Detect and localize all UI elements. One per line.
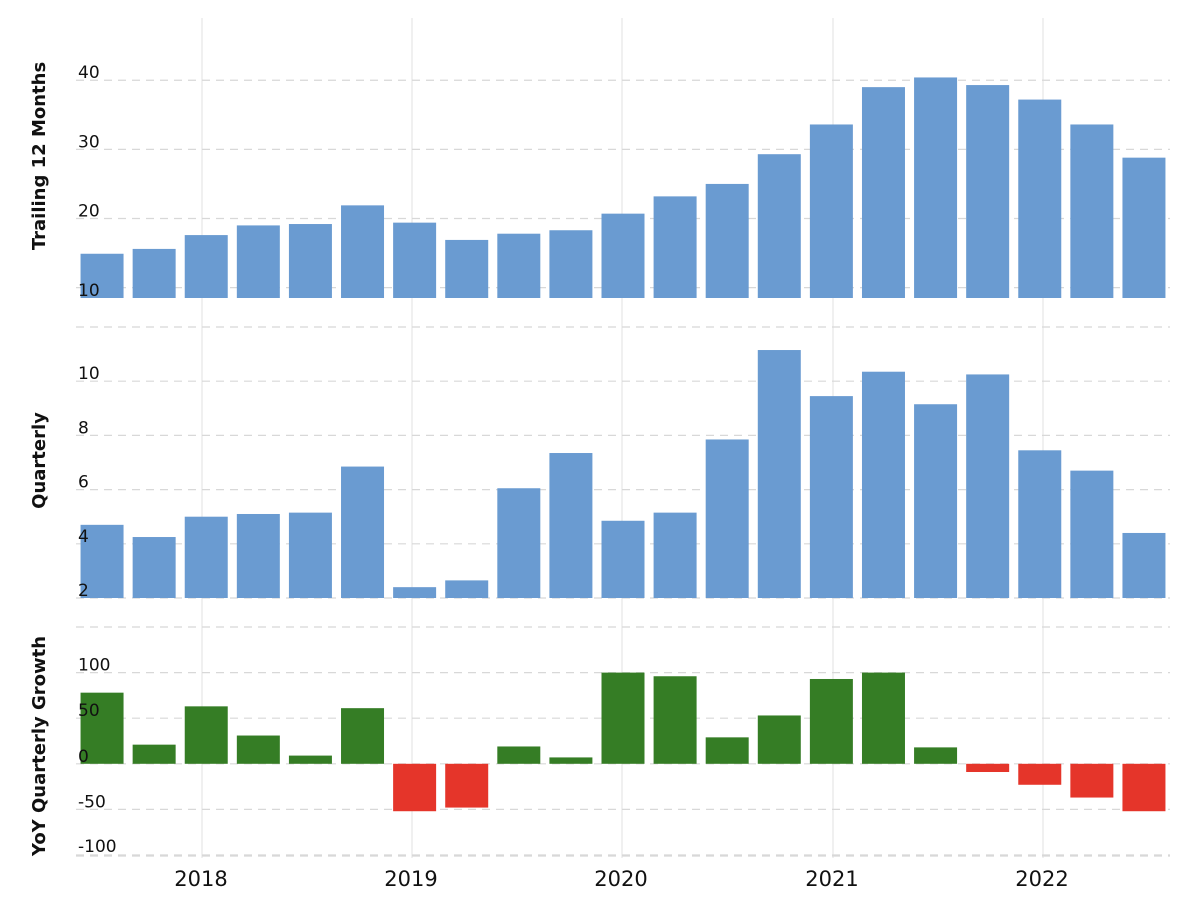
- bar: [445, 580, 489, 598]
- bar: [445, 763, 489, 808]
- bar: [393, 763, 437, 812]
- bar: [393, 222, 437, 298]
- bar: [914, 77, 958, 298]
- bar: [236, 735, 280, 764]
- panel-1: 10 20 30 40 Trailing 12 Months: [29, 62, 1170, 301]
- y-tick-label: 4: [78, 527, 89, 547]
- y-tick-label: 50: [78, 701, 100, 721]
- bar: [653, 676, 697, 764]
- x-axis: 2018 2019 2020 2021 2022: [174, 867, 1068, 891]
- bar: [705, 439, 749, 598]
- bar: [757, 154, 801, 298]
- bar: [653, 512, 697, 598]
- bar: [966, 374, 1010, 598]
- y-tick-label: 10: [78, 364, 100, 384]
- y-axis-title: Quarterly: [29, 412, 50, 509]
- bar: [184, 516, 228, 598]
- y-axis-title: YoY Quarterly Growth: [29, 636, 50, 857]
- bar: [341, 708, 385, 764]
- bar: [1122, 157, 1166, 298]
- y-tick-label: 30: [78, 132, 100, 152]
- y-tick-label: 10: [78, 281, 100, 301]
- bar: [549, 230, 593, 298]
- bar: [1018, 450, 1062, 598]
- x-tick-label: 2021: [805, 867, 858, 891]
- bar: [861, 87, 905, 298]
- x-tick-label: 2019: [384, 867, 437, 891]
- y-tick-label: 0: [78, 747, 89, 767]
- y-tick-label: 6: [78, 473, 89, 493]
- bar: [80, 692, 124, 764]
- y-tick-label: 20: [78, 201, 100, 221]
- bar: [549, 453, 593, 598]
- bar: [601, 213, 645, 298]
- bar: [1122, 763, 1166, 812]
- x-tick-label: 2022: [1015, 867, 1068, 891]
- bar: [809, 396, 853, 598]
- bar: [288, 224, 332, 298]
- x-tick-label: 2020: [594, 867, 647, 891]
- bar: [341, 466, 385, 598]
- y-tick-label: 8: [78, 418, 89, 438]
- bar: [861, 371, 905, 598]
- bar: [549, 757, 593, 764]
- bar: [445, 239, 489, 298]
- bar: [966, 85, 1010, 298]
- bar: [966, 763, 1010, 773]
- bar: [497, 488, 541, 598]
- y-tick-label: -50: [78, 792, 106, 812]
- bar: [288, 512, 332, 598]
- bar: [757, 715, 801, 764]
- y-axis-title: Trailing 12 Months: [29, 62, 50, 250]
- bar: [497, 746, 541, 764]
- bar: [914, 747, 958, 764]
- bar: [705, 183, 749, 298]
- bar: [341, 205, 385, 298]
- y-tick-label: 100: [78, 656, 110, 676]
- y-tick-label: -100: [78, 837, 117, 857]
- panel-2: 2 4 6 8 10 Quarterly: [29, 326, 1170, 601]
- bar: [132, 248, 176, 298]
- bar: [497, 233, 541, 298]
- panel-3: -100 -50 0 50 100 YoY Quarterly Growth: [29, 626, 1170, 857]
- bar: [1018, 763, 1062, 785]
- y-tick-label: 2: [78, 581, 89, 601]
- bar: [914, 404, 958, 598]
- bar: [809, 124, 853, 298]
- bar: [132, 537, 176, 598]
- y-tick-label: 40: [78, 63, 100, 83]
- bar: [601, 672, 645, 764]
- bar: [184, 706, 228, 764]
- bar: [80, 253, 124, 298]
- bar: [132, 744, 176, 764]
- bar: [1018, 99, 1062, 298]
- bar: [1070, 470, 1114, 598]
- bar: [236, 513, 280, 598]
- bar: [757, 350, 801, 598]
- bar: [1070, 763, 1114, 798]
- x-tick-label: 2018: [174, 867, 227, 891]
- bar: [705, 737, 749, 764]
- bar: [1122, 532, 1166, 598]
- bar: [809, 678, 853, 764]
- bar: [184, 235, 228, 298]
- bar: [601, 520, 645, 598]
- bar: [393, 587, 437, 598]
- bar: [653, 196, 697, 298]
- bar: [861, 672, 905, 764]
- bar: [236, 225, 280, 298]
- bar: [1070, 124, 1114, 298]
- bar: [288, 755, 332, 764]
- bar: [80, 524, 124, 598]
